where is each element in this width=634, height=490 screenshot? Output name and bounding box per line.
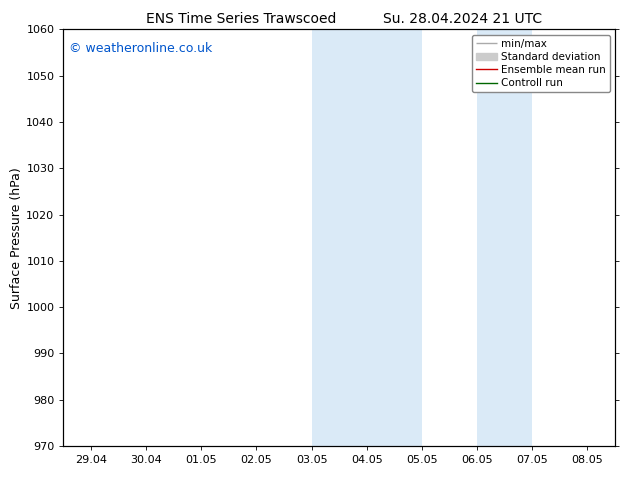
Bar [312, 29, 367, 446]
Text: © weatheronline.co.uk: © weatheronline.co.uk [69, 42, 212, 55]
Legend: min/max, Standard deviation, Ensemble mean run, Controll run: min/max, Standard deviation, Ensemble me… [472, 35, 610, 92]
Text: ENS Time Series Trawscoed: ENS Time Series Trawscoed [146, 12, 336, 26]
Text: Su. 28.04.2024 21 UTC: Su. 28.04.2024 21 UTC [384, 12, 542, 26]
Y-axis label: Surface Pressure (hPa): Surface Pressure (hPa) [11, 167, 23, 309]
Bar [477, 29, 533, 446]
Bar [366, 29, 422, 446]
